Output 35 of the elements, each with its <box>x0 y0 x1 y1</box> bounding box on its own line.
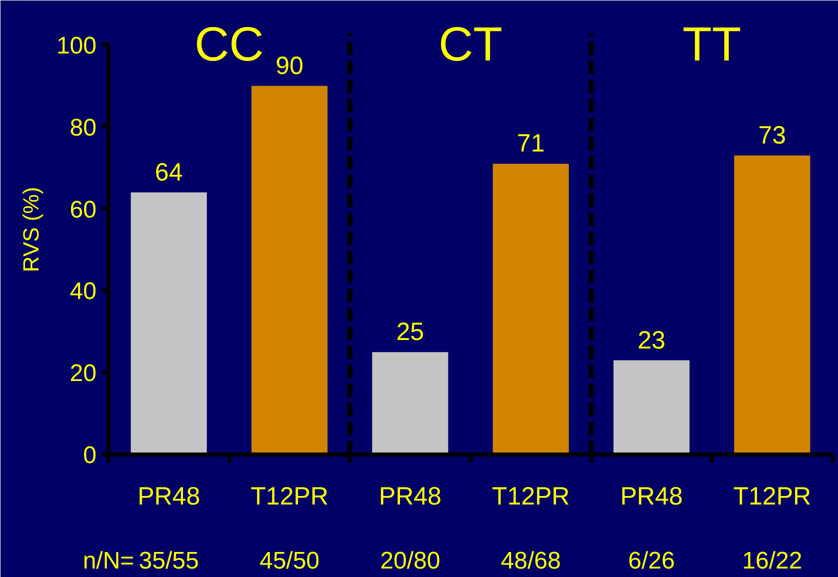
data-label: 71 <box>516 130 545 158</box>
y-tick-label: 40 <box>70 278 97 306</box>
bar <box>130 192 207 454</box>
x-tick-label: PR48 <box>378 482 442 510</box>
data-label: 90 <box>276 52 304 80</box>
bar <box>613 360 690 454</box>
x-tick-label: PR48 <box>138 482 200 510</box>
text: 6/26 <box>628 548 675 574</box>
y-tick-label: 80 <box>70 114 97 142</box>
text: 45/50 <box>259 548 320 574</box>
annotation: CC <box>194 18 264 72</box>
bar <box>492 164 569 454</box>
bar <box>734 156 810 454</box>
data-label: 25 <box>396 318 424 346</box>
y-tick-label: 100 <box>56 32 97 60</box>
data-label: 64 <box>154 158 183 186</box>
y-tick-label: 60 <box>70 196 97 224</box>
annotation: CT <box>438 18 502 72</box>
data-label: 73 <box>758 122 786 150</box>
bar <box>251 86 328 454</box>
y-tick-label: 20 <box>70 360 97 388</box>
x-tick-label: T12PR <box>492 482 570 510</box>
text: 16/22 <box>742 548 802 574</box>
text: 35/55 <box>138 548 199 574</box>
x-tick-label: T12PR <box>733 482 812 510</box>
text: 48/68 <box>500 548 561 574</box>
text: n/N= <box>82 548 134 574</box>
x-tick-label: PR48 <box>620 482 683 510</box>
text: 20/80 <box>380 548 440 574</box>
x-tick-label: T12PR <box>250 482 328 510</box>
y-axis-title: RVS (%) <box>18 186 44 272</box>
annotation: TT <box>682 18 742 72</box>
y-tick-label: 0 <box>83 442 97 469</box>
bar <box>372 352 448 454</box>
data-label: 23 <box>638 326 666 354</box>
